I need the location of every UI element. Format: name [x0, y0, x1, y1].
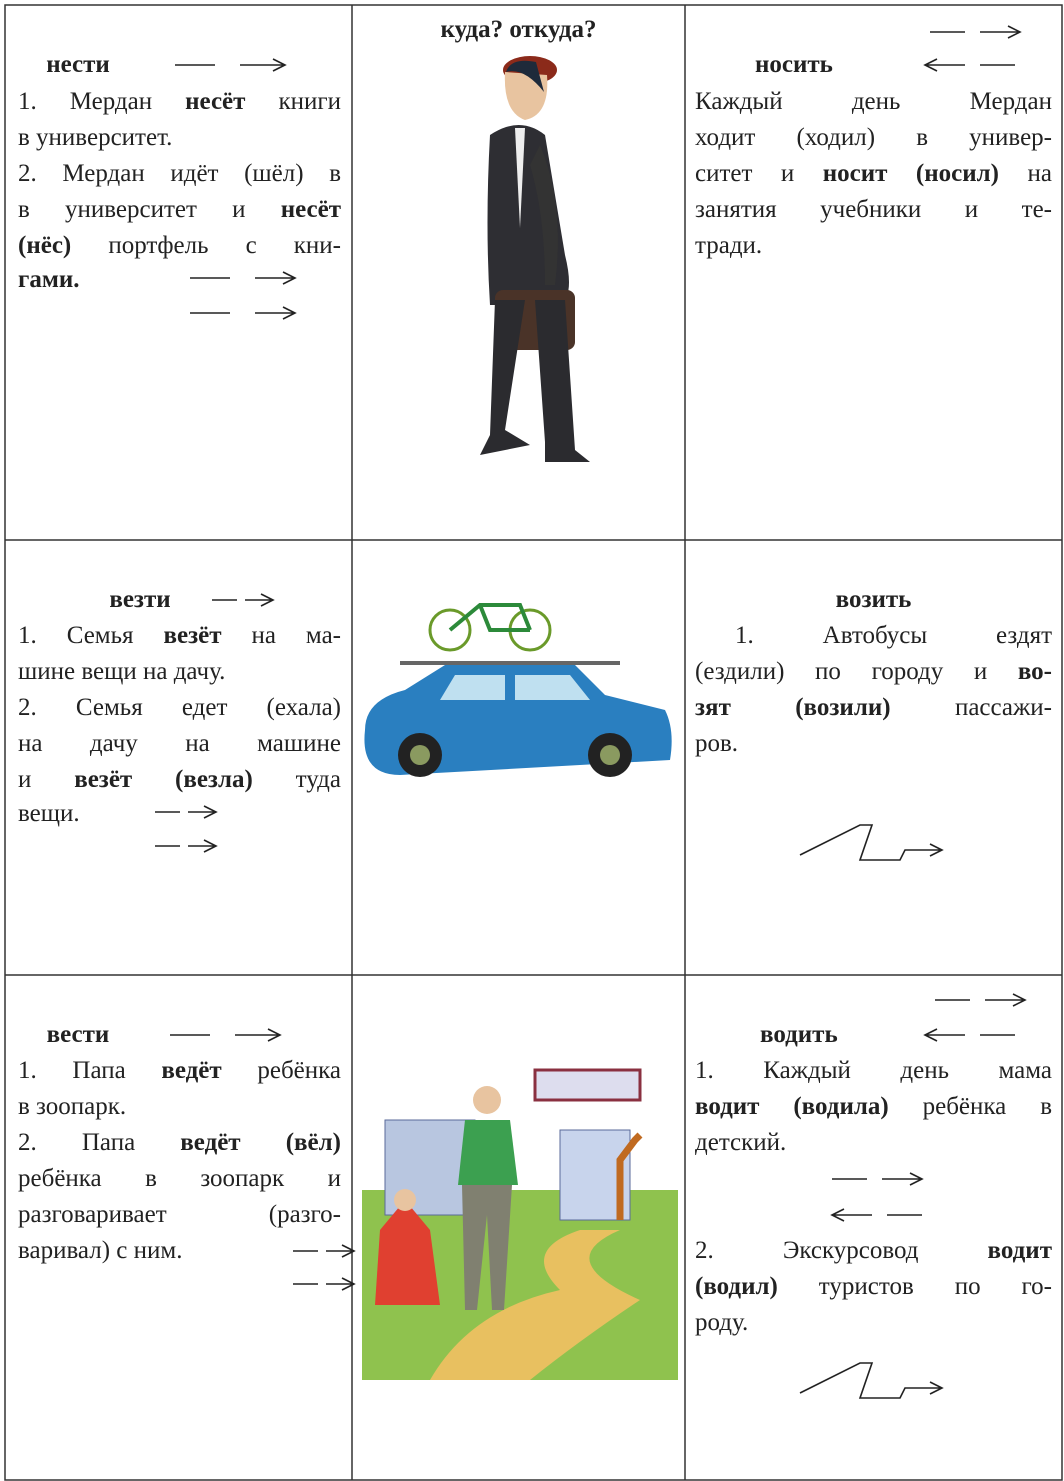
- text-line: в университет.: [18, 124, 173, 151]
- park-illustration: [362, 1068, 678, 1380]
- arrow: [240, 58, 287, 72]
- text-line: в университет и несёт: [18, 196, 341, 223]
- verb-heading: водить: [760, 1021, 838, 1048]
- text-line: варивал) с ним.: [18, 1237, 183, 1264]
- text-line: разговаривает (разго-: [18, 1201, 341, 1228]
- text-line: на дачу на машине: [18, 730, 341, 757]
- text-line: водит (водила) ребёнка в: [695, 1093, 1052, 1120]
- arrow: [799, 824, 944, 861]
- text-line: 1. Папа ведёт ребёнка: [18, 1057, 342, 1084]
- text-line: Каждый день Мердан: [695, 88, 1052, 115]
- text-line: (ездили) по городу и во-: [695, 658, 1052, 685]
- arrow: [830, 1208, 872, 1222]
- arrow: [923, 1028, 965, 1042]
- text-line: и везёт (везла) туда: [18, 766, 341, 793]
- text-line: зят (возили) пассажи-: [695, 694, 1053, 721]
- verb-heading: носить: [755, 51, 833, 78]
- table-grid: [4, 4, 1063, 1481]
- text-line: 1. Автобусы ездят: [735, 622, 1052, 649]
- arrow: [923, 58, 965, 72]
- arrow: [326, 1244, 356, 1258]
- text-line: 2. Папа ведёт (вёл): [18, 1129, 341, 1156]
- text-line: ситет и носит (носил) на: [695, 160, 1052, 187]
- text-line: роду.: [695, 1309, 749, 1336]
- text-line: 1. Семья везёт на ма-: [18, 622, 341, 649]
- text-line: тради.: [695, 232, 763, 259]
- arrow: [882, 1172, 924, 1186]
- arrow: [188, 805, 218, 819]
- arrow: [799, 1362, 944, 1399]
- verb-heading: возить: [835, 586, 912, 613]
- text-line: 1. Мердан несёт книги: [18, 88, 341, 115]
- text-line: в зоопарк.: [18, 1093, 127, 1120]
- text-line: ходит (ходил) в универ-: [695, 124, 1052, 151]
- verb-heading: нести: [46, 51, 110, 78]
- text-line: шине вещи на дачу.: [18, 658, 226, 685]
- text-line: вещи.: [18, 800, 80, 827]
- text-line: ребёнка в зоопарк и: [18, 1165, 341, 1192]
- arrow: [188, 839, 218, 853]
- arrow: [235, 1028, 282, 1042]
- man-illustration: [480, 56, 590, 462]
- text-line: занятия учебники и те-: [695, 196, 1052, 223]
- text-line: гами.: [18, 266, 80, 293]
- verb-heading: везти: [109, 586, 171, 613]
- arrow: [255, 306, 297, 320]
- arrow: [245, 593, 275, 607]
- arrow: [985, 993, 1027, 1007]
- text-line: (водил) туристов по го-: [695, 1273, 1052, 1300]
- arrow: [326, 1277, 356, 1291]
- text-line: 2. Экскурсовод водит: [695, 1237, 1052, 1264]
- arrow: [980, 25, 1022, 39]
- arrow: [255, 271, 297, 285]
- text-line: 2. Семья едет (ехала): [18, 694, 341, 721]
- car-illustration: [364, 603, 672, 777]
- text-line: ров.: [695, 730, 739, 757]
- text-line: 2. Мердан идёт (шёл) в: [18, 160, 341, 187]
- text-line: детский.: [695, 1129, 787, 1156]
- text-line: (нёс) портфель с кни-: [18, 232, 341, 259]
- verb-heading: вести: [46, 1021, 110, 1048]
- text-line: 1. Каждый день мама: [695, 1057, 1052, 1084]
- column-heading: куда? откуда?: [440, 16, 597, 43]
